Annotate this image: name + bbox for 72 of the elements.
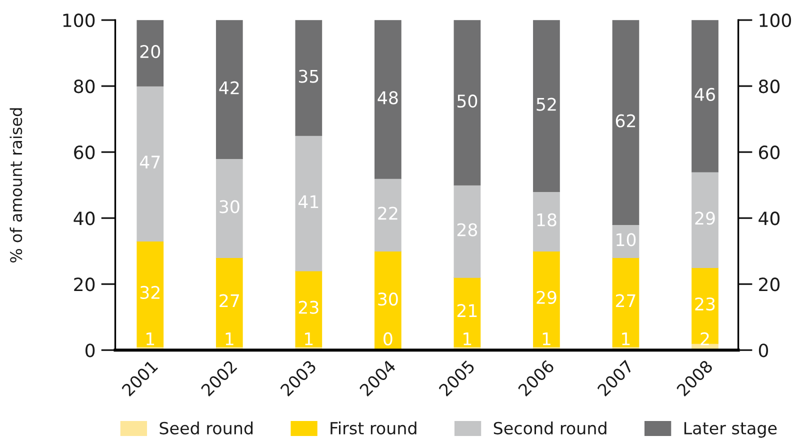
y-tick-label: 100	[63, 14, 95, 28]
data-label: 27	[220, 294, 239, 308]
bar	[533, 20, 560, 192]
data-label: 48	[378, 91, 398, 104]
bar	[533, 191, 560, 252]
data-label: 42	[219, 81, 239, 94]
data-label: 21	[457, 304, 477, 317]
data-label: 29	[695, 212, 715, 225]
bar	[374, 250, 402, 350]
data-label: 52	[536, 98, 556, 111]
y2-tick-label: 20	[759, 278, 780, 292]
data-label: 2	[700, 332, 709, 346]
bar	[692, 20, 718, 172]
legend-label: Second round	[494, 422, 606, 434]
data-label: 46	[694, 88, 715, 102]
y-axis-title: % of amount raised	[10, 108, 22, 262]
data-label: 23	[695, 297, 715, 311]
y-tick-label: 0	[86, 344, 95, 358]
bar	[295, 20, 322, 136]
data-label: 30	[220, 200, 240, 214]
data-label: 62	[616, 114, 636, 128]
bar	[692, 267, 718, 344]
y-tick-label: 20	[74, 278, 95, 292]
y2-tick-label: 100	[760, 14, 792, 28]
legend-label: Seed round	[160, 422, 253, 434]
bar	[216, 158, 243, 258]
bar	[216, 257, 243, 348]
bar	[454, 20, 481, 186]
legend-label: Later stage	[684, 422, 777, 438]
data-label: 1	[464, 332, 472, 346]
bar	[216, 20, 243, 160]
y2-tick-label: 80	[758, 80, 780, 94]
bar	[136, 240, 164, 348]
data-label: 0	[384, 332, 392, 346]
bar	[612, 20, 640, 226]
data-label: 27	[616, 294, 636, 308]
data-label: 22	[378, 206, 398, 220]
data-label: 50	[457, 94, 478, 108]
bar	[295, 135, 322, 272]
data-label: 32	[140, 286, 160, 300]
data-label: 35	[298, 70, 318, 83]
bar	[533, 250, 560, 348]
y2-tick-label: 60	[759, 146, 780, 160]
bar	[136, 20, 164, 86]
data-label: 29	[536, 290, 556, 304]
data-label: 1	[146, 332, 154, 346]
data-label: 41	[298, 195, 318, 208]
bar	[612, 257, 640, 348]
bar	[295, 270, 322, 348]
bar	[136, 86, 164, 242]
data-label: 28	[457, 223, 478, 236]
data-label: 23	[298, 300, 318, 314]
bar	[454, 184, 481, 278]
data-label: 1	[622, 332, 630, 346]
data-label: 1	[542, 332, 550, 346]
y2-tick-label: 0	[758, 344, 768, 358]
data-label: 10	[616, 233, 636, 246]
y-tick-label: 40	[74, 212, 95, 226]
data-label: 47	[140, 156, 160, 168]
data-label: 18	[537, 213, 556, 226]
bar	[454, 277, 481, 348]
bar	[374, 20, 402, 179]
bar	[374, 178, 402, 252]
data-label: 1	[226, 332, 234, 346]
legend-label: First round	[330, 422, 416, 434]
y-tick-label: 80	[74, 80, 95, 94]
data-label: 30	[378, 292, 398, 306]
data-label: 20	[140, 44, 160, 58]
data-label: 1	[305, 332, 313, 346]
bar	[692, 172, 718, 268]
y-tick-label: 60	[74, 146, 95, 160]
y2-tick-label: 40	[758, 212, 780, 226]
